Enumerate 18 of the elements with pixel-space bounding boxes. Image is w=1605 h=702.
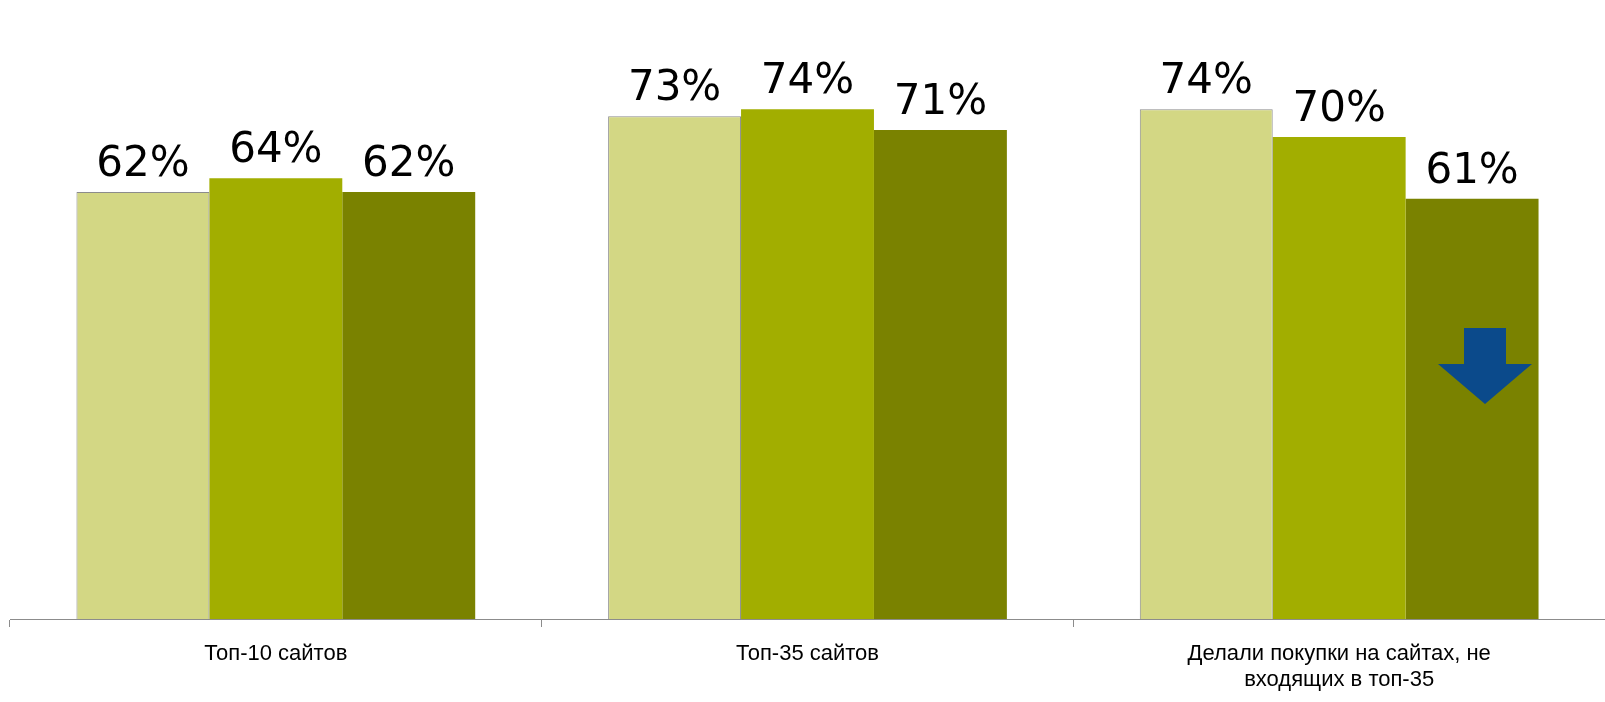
bar — [209, 178, 343, 619]
bar — [1405, 198, 1539, 619]
bar — [741, 109, 874, 619]
bar — [1272, 136, 1406, 619]
bar — [342, 191, 476, 619]
x-tick-label: Топ-35 сайтов — [735, 640, 880, 666]
data-label: 70% — [1292, 81, 1386, 131]
data-label: 62% — [96, 136, 190, 186]
data-label: 62% — [362, 136, 456, 186]
x-tick-label: Топ-10 сайтов — [204, 640, 348, 666]
data-label: 73% — [627, 61, 722, 111]
data-label: 61% — [1425, 143, 1519, 193]
bar — [873, 129, 1007, 619]
data-label: 74% — [1159, 54, 1253, 104]
data-label: 74% — [760, 54, 855, 104]
data-label: 64% — [229, 123, 323, 173]
x-tick-label: Делали покупки на сайтах, не входящих в топ-35 — [1187, 640, 1491, 692]
data-label: 71% — [893, 74, 988, 124]
